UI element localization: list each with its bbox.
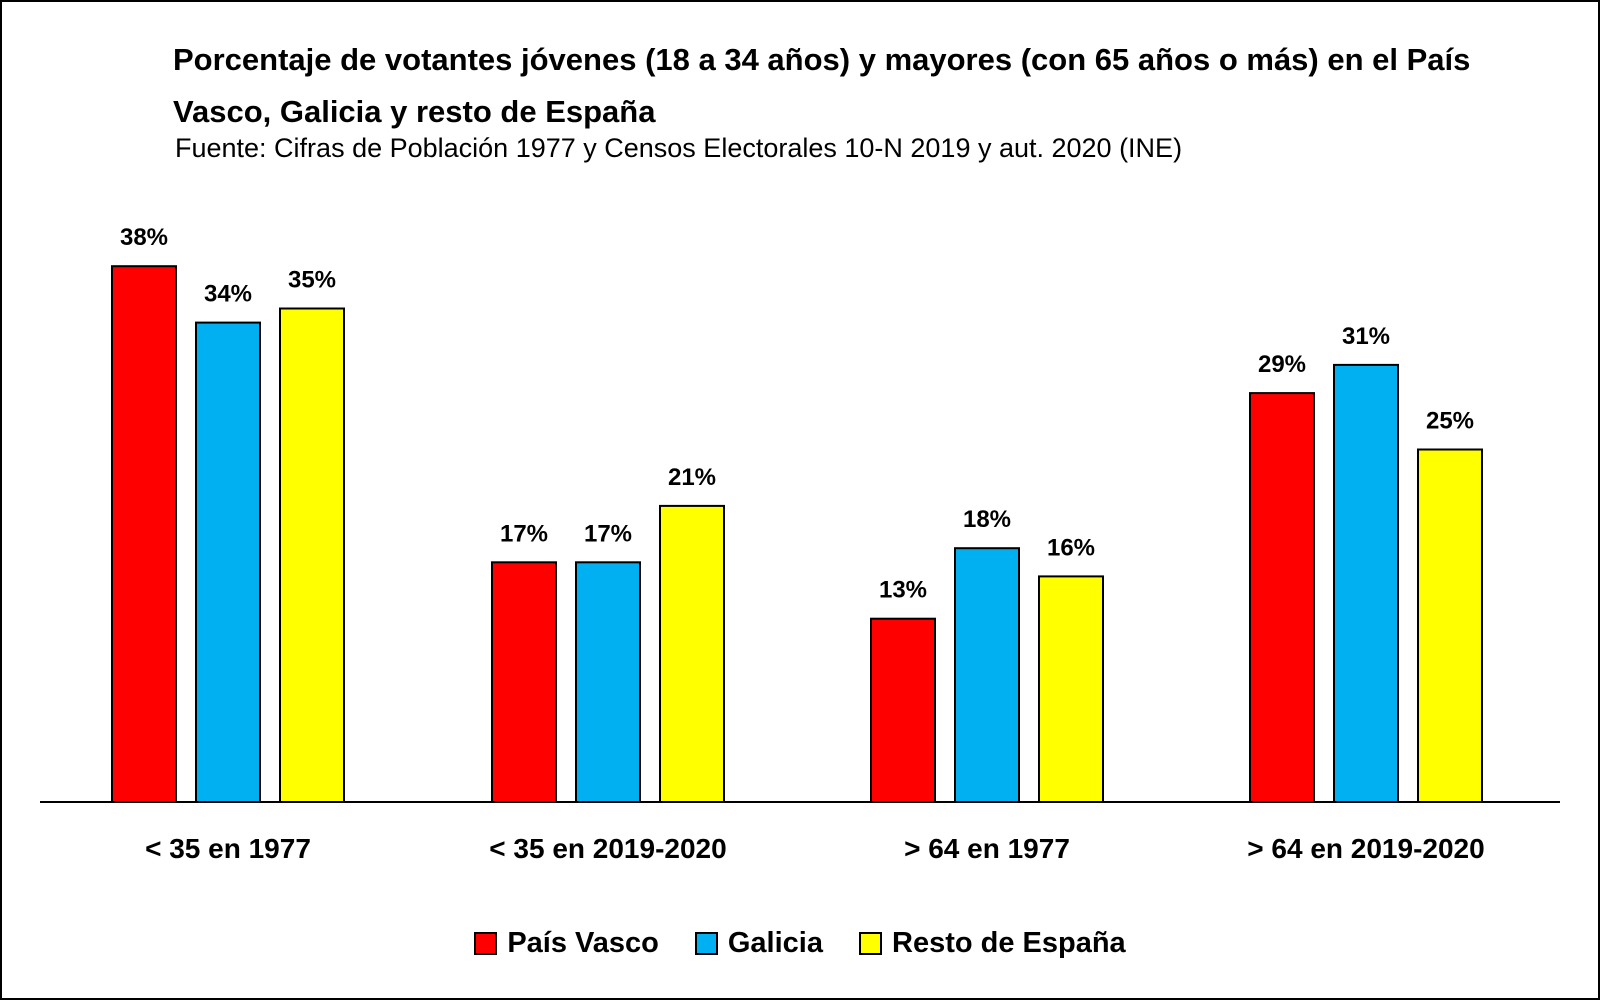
bar-galicia-4 xyxy=(1333,363,1399,803)
legend-swatch-resto-de-espana xyxy=(859,931,882,955)
bar-resto-de-espana-1 xyxy=(279,307,345,803)
data-label-pais-vasco-3: 13% xyxy=(879,577,927,604)
legend-swatch-pais-vasco xyxy=(474,931,498,955)
bar-galicia-3 xyxy=(954,547,1020,804)
data-label-resto-de-espana-2: 21% xyxy=(668,464,716,491)
legend-item-galicia: Galicia xyxy=(694,926,823,960)
data-label-resto-de-espana-3: 16% xyxy=(1047,534,1095,561)
x-tick-label-4: > 64 en 2019-2020 xyxy=(1247,833,1484,864)
data-label-resto-de-espana-4: 25% xyxy=(1426,408,1474,435)
data-label-resto-de-espana-1: 35% xyxy=(288,267,336,294)
data-label-galicia-1: 34% xyxy=(204,281,252,308)
bar-resto-de-espana-4 xyxy=(1417,448,1483,803)
x-tick-label-1: < 35 en 1977 xyxy=(145,833,311,864)
data-label-pais-vasco-2: 17% xyxy=(500,520,548,547)
legend-item-resto-de-espana: Resto de España xyxy=(859,927,1126,960)
chart-subtitle: Fuente: Cifras de Población 1977 y Censo… xyxy=(175,133,1183,163)
bar-pais-vasco-1 xyxy=(111,265,177,803)
x-tick-label-2: < 35 en 2019-2020 xyxy=(489,833,726,864)
legend-label-resto-de-espana: Resto de España xyxy=(892,926,1126,959)
bar-pais-vasco-2 xyxy=(491,561,557,803)
legend-label-galicia: Galicia xyxy=(727,926,823,959)
legend-item-pais-vasco: País Vasco xyxy=(474,927,659,960)
data-label-pais-vasco-4: 29% xyxy=(1258,351,1306,378)
chart-title: Porcentaje de votantes jóvenes (18 a 34 … xyxy=(173,42,1471,129)
bar-pais-vasco-3 xyxy=(870,617,936,804)
data-label-galicia-2: 17% xyxy=(584,520,632,547)
bar-resto-de-espana-2 xyxy=(659,504,725,803)
x-tick-label-3: > 64 en 1977 xyxy=(904,833,1070,864)
bar-galicia-2 xyxy=(575,561,641,803)
data-label-galicia-3: 18% xyxy=(963,506,1011,533)
bar-galicia-1 xyxy=(195,321,261,803)
legend-swatch-galicia xyxy=(694,931,718,955)
bar-resto-de-espana-3 xyxy=(1038,575,1104,804)
legend-label-pais-vasco: País Vasco xyxy=(507,926,659,959)
data-label-galicia-4: 31% xyxy=(1342,323,1390,350)
data-label-pais-vasco-1: 38% xyxy=(120,224,168,251)
bar-pais-vasco-4 xyxy=(1249,392,1315,803)
chart-legend: País Vasco Galicia Resto de España xyxy=(0,923,1600,963)
